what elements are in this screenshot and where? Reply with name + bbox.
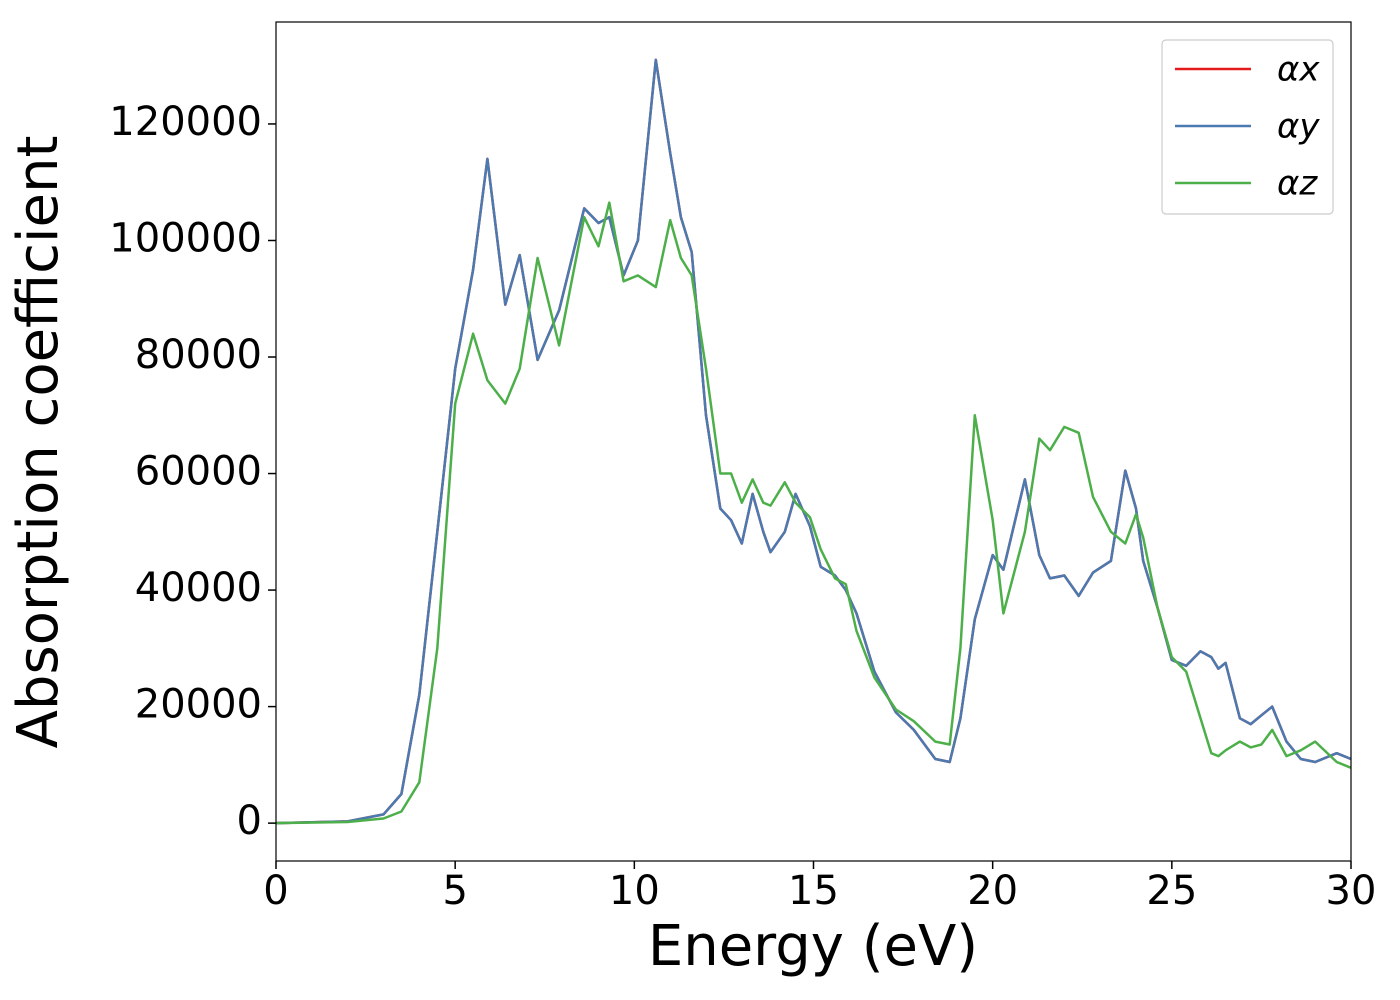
x-tick-label: 30 — [1326, 868, 1377, 914]
legend-label: αx — [1277, 50, 1320, 90]
plot-frame — [275, 21, 1352, 862]
y-tick-label: 40000 — [135, 565, 262, 611]
y-tick-label: 0 — [237, 798, 262, 844]
y-tick-label: 100000 — [109, 215, 262, 261]
legend-label: αy — [1277, 107, 1320, 147]
y-tick-label: 20000 — [135, 682, 262, 728]
x-tick-label: 0 — [263, 868, 288, 914]
x-tick-label: 25 — [1146, 868, 1197, 914]
x-tick-label: 15 — [788, 868, 839, 914]
x-tick-label: 20 — [967, 868, 1018, 914]
legend-label: αz — [1277, 164, 1318, 204]
data-line — [275, 201, 1352, 825]
y-tick-label: 80000 — [135, 332, 262, 378]
y-tick-label: 60000 — [135, 449, 262, 495]
x-axis-label: Energy (eV) — [648, 914, 978, 979]
y-axis-label: Absorption coefficient — [6, 136, 71, 749]
x-tick-label: 5 — [442, 868, 467, 914]
x-tick-label: 10 — [609, 868, 660, 914]
y-tick-label: 120000 — [109, 99, 262, 145]
data-line — [275, 58, 1352, 825]
